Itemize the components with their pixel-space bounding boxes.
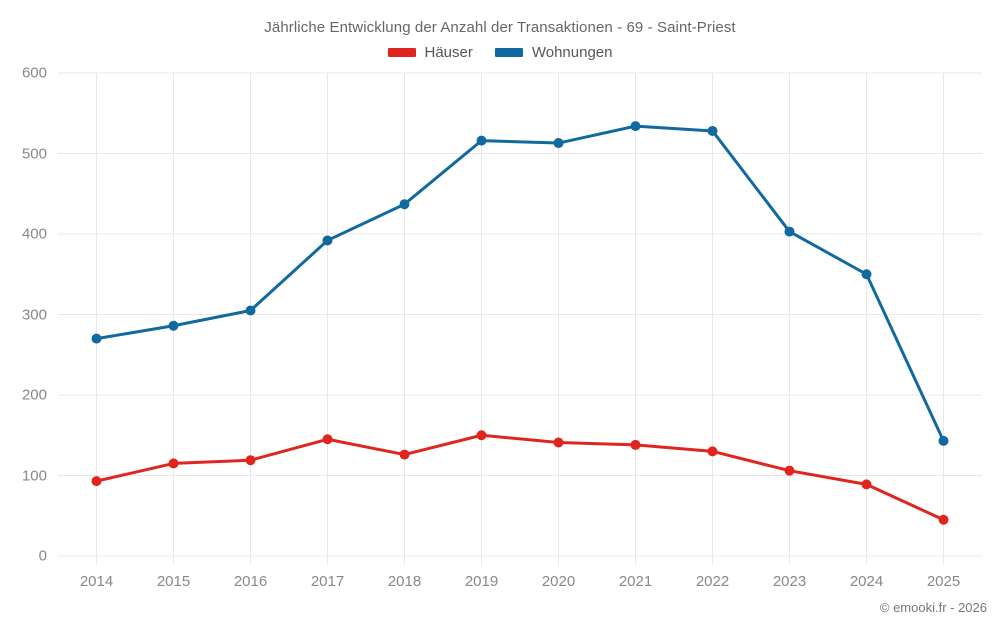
- data-point[interactable]: [168, 458, 179, 469]
- data-point[interactable]: [784, 226, 795, 237]
- data-point[interactable]: [91, 476, 102, 487]
- legend-item-hauser[interactable]: Häuser: [387, 44, 473, 61]
- y-axis-tick-label: 600: [21, 64, 47, 82]
- data-point[interactable]: [938, 435, 949, 446]
- x-axis-tick-label: 2024: [849, 573, 884, 590]
- legend-swatch-wohnungen: [494, 48, 523, 57]
- data-point[interactable]: [938, 514, 949, 525]
- data-point[interactable]: [322, 235, 333, 246]
- x-axis-tick-label: 2014: [79, 573, 114, 590]
- data-point[interactable]: [707, 125, 718, 136]
- data-point[interactable]: [784, 465, 795, 476]
- legend-swatch-hauser: [387, 48, 416, 57]
- data-point[interactable]: [707, 446, 718, 457]
- y-axis-tick-label: 400: [21, 225, 47, 243]
- data-point[interactable]: [630, 439, 641, 450]
- y-axis-tick-label: 500: [21, 145, 47, 162]
- series-line-häuser: [95, 433, 945, 522]
- x-axis-tick-label: 2017: [310, 573, 345, 590]
- data-point[interactable]: [476, 430, 487, 441]
- data-point[interactable]: [322, 434, 333, 445]
- data-point[interactable]: [168, 320, 179, 331]
- x-axis-tick-label: 2015: [156, 573, 191, 590]
- legend-label-wohnungen: Wohnungen: [531, 44, 613, 61]
- y-axis-tick-label: 300: [21, 306, 47, 323]
- y-axis-labels: 0 100 200 300 400 500 600: [0, 0, 47, 625]
- data-point[interactable]: [476, 135, 487, 146]
- x-axis-tick-label: 2016: [233, 573, 268, 590]
- data-point[interactable]: [553, 138, 564, 149]
- x-axis-tick-label: 2022: [695, 573, 730, 590]
- x-axis-tick-label: 2018: [387, 573, 422, 590]
- x-axis-tick-label: 2021: [618, 573, 653, 590]
- data-point[interactable]: [553, 437, 564, 448]
- data-series: [91, 121, 949, 525]
- series-line-wohnungen: [95, 124, 945, 443]
- y-axis-tick-label: 100: [21, 467, 47, 484]
- data-point[interactable]: [245, 305, 256, 316]
- x-axis-tick-label: 2020: [541, 573, 576, 590]
- data-point[interactable]: [91, 333, 102, 344]
- legend-label-hauser: Häuser: [424, 44, 473, 61]
- x-axis-tick-label: 2019: [464, 573, 499, 590]
- chart-title: Jährliche Entwicklung der Anzahl der Tra…: [264, 19, 736, 36]
- data-point[interactable]: [399, 449, 410, 460]
- data-point[interactable]: [630, 121, 641, 132]
- data-point[interactable]: [399, 199, 410, 210]
- x-axis-tick-label: 2023: [772, 573, 807, 590]
- data-point[interactable]: [861, 269, 872, 280]
- x-axis-tick-label: 2025: [926, 573, 961, 590]
- y-axis-tick-label: 200: [21, 386, 47, 404]
- legend-item-wohnungen[interactable]: Wohnungen: [494, 44, 613, 61]
- chart-legend: Häuser Wohnungen: [0, 44, 1000, 61]
- footer-credit: © emooki.fr - 2026: [879, 600, 987, 615]
- data-point[interactable]: [861, 479, 872, 490]
- data-point[interactable]: [245, 455, 256, 466]
- y-axis-tick-label: 0: [38, 547, 47, 565]
